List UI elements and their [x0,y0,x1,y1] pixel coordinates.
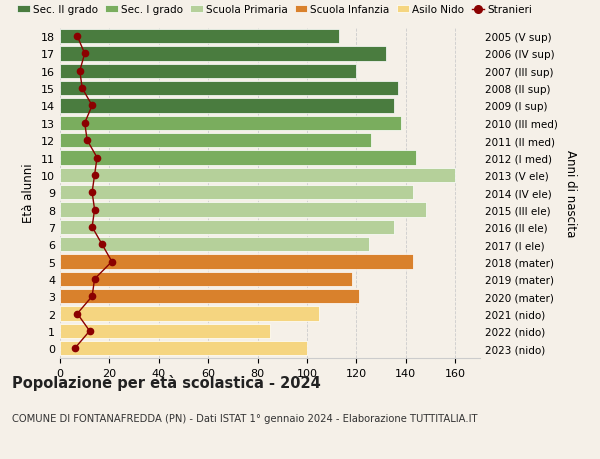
Bar [60,255,413,269]
Bar [60,134,371,148]
Bar [60,117,401,131]
Bar [60,30,339,44]
Bar [60,341,307,356]
Bar [60,307,319,321]
Bar [60,220,394,235]
Text: Popolazione per età scolastica - 2024: Popolazione per età scolastica - 2024 [12,374,321,390]
Y-axis label: Anni di nascita: Anni di nascita [564,149,577,236]
Bar [60,65,356,79]
Legend: Sec. II grado, Sec. I grado, Scuola Primaria, Scuola Infanzia, Asilo Nido, Stran: Sec. II grado, Sec. I grado, Scuola Prim… [17,5,532,15]
Bar [60,82,398,96]
Bar [60,168,455,183]
Y-axis label: Età alunni: Età alunni [22,163,35,223]
Bar [60,324,270,338]
Bar [60,238,369,252]
Text: COMUNE DI FONTANAFREDDA (PN) - Dati ISTAT 1° gennaio 2024 - Elaborazione TUTTITA: COMUNE DI FONTANAFREDDA (PN) - Dati ISTA… [12,413,478,423]
Bar [60,47,386,62]
Bar [60,272,352,286]
Bar [60,99,394,113]
Bar [60,203,425,217]
Bar [60,186,413,200]
Bar [60,151,416,165]
Bar [60,290,359,304]
